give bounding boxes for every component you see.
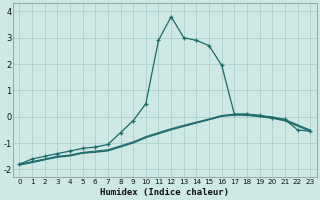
- X-axis label: Humidex (Indice chaleur): Humidex (Indice chaleur): [100, 188, 229, 197]
